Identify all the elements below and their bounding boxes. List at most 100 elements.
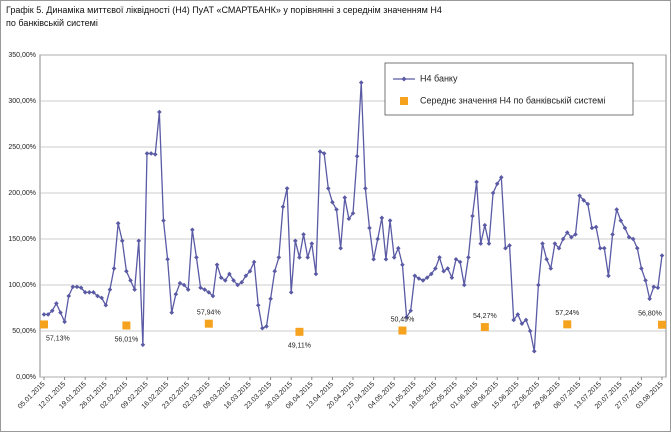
point [499,175,504,180]
point [54,301,59,306]
point [445,266,451,271]
average-point [122,321,131,330]
legend-box [384,62,634,116]
point [78,285,84,291]
point [420,278,426,283]
y-tick-label: 50,00% [12,328,36,335]
point [95,293,100,299]
point [177,280,183,286]
point [531,348,537,354]
point [210,293,216,299]
point [507,243,512,248]
point [408,308,413,314]
point [428,271,434,277]
point [272,268,278,274]
value-label: 57,24% [555,310,579,317]
point [91,290,96,295]
point [214,262,220,268]
point [486,241,492,246]
point [630,236,636,242]
point [231,278,236,283]
point [161,218,166,223]
point [330,199,335,205]
point [251,259,257,265]
point [62,319,67,325]
point [519,321,525,326]
point [606,273,611,279]
point [173,291,179,297]
point [597,245,603,251]
y-tick-label: 0,00% [16,374,36,381]
point [453,256,459,262]
point [264,324,269,329]
point [478,241,484,246]
point [181,282,187,288]
point [243,273,249,279]
point [404,314,409,320]
point [618,218,624,223]
value-label: 57,13% [46,335,70,342]
point [544,256,549,262]
point [338,245,343,251]
point [461,282,467,288]
point [391,255,397,260]
point [503,245,508,251]
point [268,296,273,302]
point [416,276,422,281]
point [136,238,142,244]
point [441,268,446,274]
point [433,266,438,271]
point [227,271,232,277]
y-tick-label: 150,00% [8,236,36,243]
point [260,325,265,331]
point [548,266,554,271]
value-label: 50,49% [391,316,415,323]
point [169,310,175,315]
point [74,284,80,290]
point [400,262,405,268]
point [371,256,376,262]
point [293,238,298,244]
legend-marker [401,76,407,82]
point [124,268,129,274]
point [185,287,191,292]
point [301,232,306,237]
point [87,290,92,295]
point [536,282,541,288]
y-tick-label: 200,00% [8,190,36,197]
point [157,109,162,115]
point [470,213,475,219]
point [82,290,88,295]
point [284,186,290,191]
point [424,275,430,280]
point [585,201,591,207]
point [593,224,599,230]
point [494,181,500,187]
point [581,198,587,203]
point [412,273,418,279]
point [247,268,253,274]
point [350,210,356,216]
point [152,152,158,157]
point [334,207,339,212]
average-point [204,319,213,328]
point [437,255,442,260]
point [527,328,533,334]
point [222,278,228,283]
point [111,266,117,271]
point [457,259,463,265]
point [556,245,562,251]
point [41,312,47,317]
point [363,186,368,191]
point [626,234,632,240]
point [309,241,315,246]
legend-label: Н4 банку [420,73,458,83]
point [107,287,113,292]
point [622,225,628,231]
point [144,151,150,156]
average-point [40,320,48,329]
point [367,225,372,231]
point [560,236,566,242]
point [569,234,574,240]
